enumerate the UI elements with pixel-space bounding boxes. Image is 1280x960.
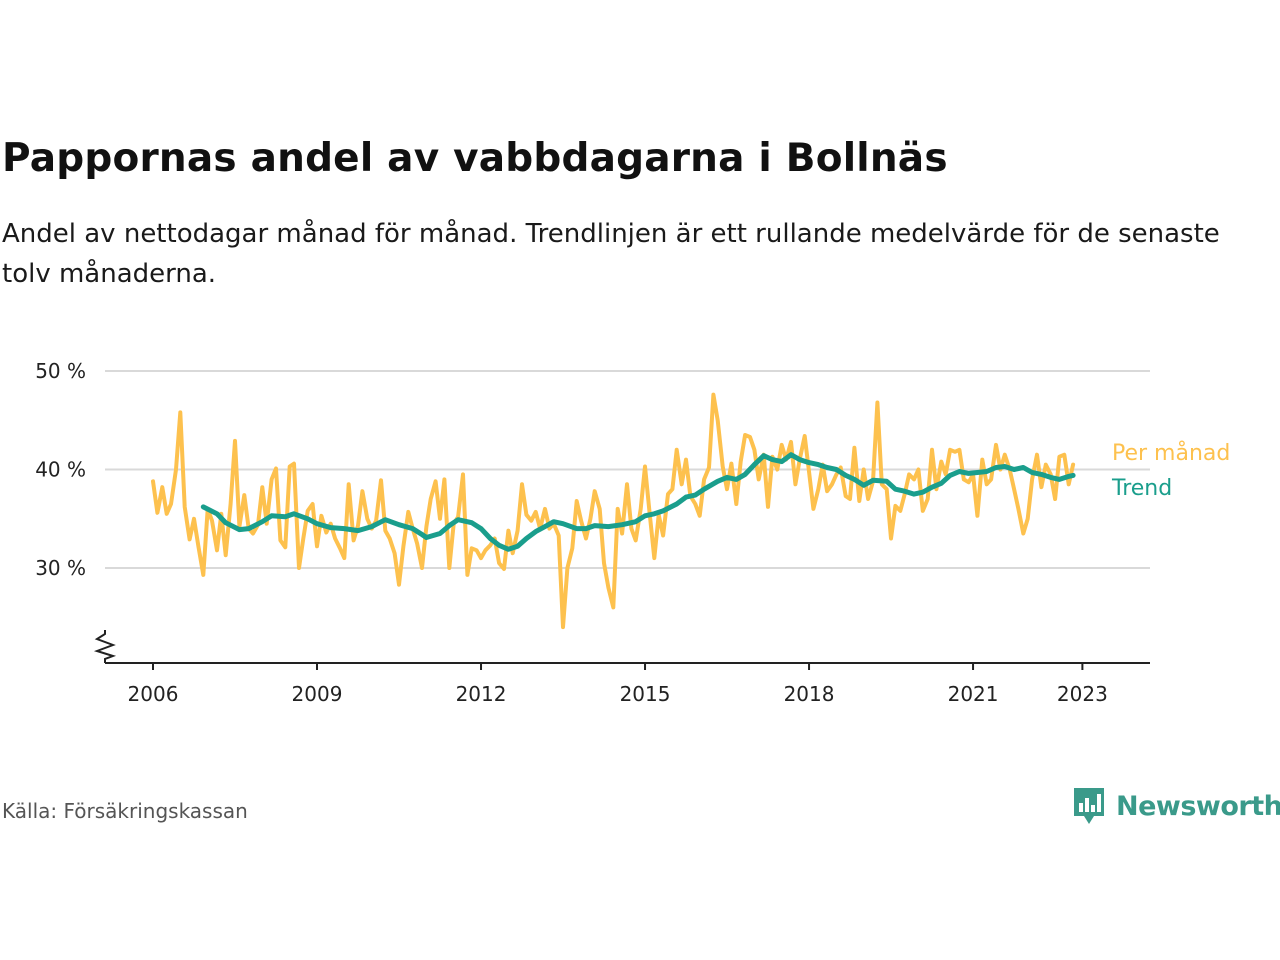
source-note: Källa: Försäkringskassan: [2, 799, 248, 823]
x-tick-label: 2012: [456, 682, 507, 706]
newsworthy-logo-icon: [1074, 788, 1104, 824]
y-axis-break: [93, 630, 117, 663]
brand-logo[interactable]: Newsworthy: [1072, 784, 1280, 828]
series-label-trend: Trend: [1111, 476, 1172, 501]
series-labels: Per månad Trend: [1111, 440, 1230, 501]
x-tick-label: 2009: [292, 682, 343, 706]
chart-subtitle: Andel av nettodagar månad för månad. Tre…: [2, 219, 1220, 289]
x-tick-label: 2021: [948, 682, 999, 706]
series-line-per-manad: [151, 392, 1076, 630]
x-tick-label: 2015: [620, 682, 671, 706]
y-tick-label: 30 %: [35, 556, 86, 580]
x-tick-label: 2023: [1057, 682, 1108, 706]
series-lines: [151, 392, 1076, 630]
brand-name: Newsworthy: [1116, 790, 1280, 822]
x-tick-label: 2018: [784, 682, 835, 706]
chart-title: Pappornas andel av vabbdagarna i Bollnäs: [2, 136, 948, 181]
series-line-trend: [200, 452, 1076, 552]
y-tick-label: 40 %: [35, 458, 86, 482]
y-tick-label: 50 %: [35, 359, 86, 383]
grid-lines: [105, 370, 1150, 569]
series-label-per-manad: Per månad: [1112, 440, 1230, 466]
axes: 30 % 40 % 50 % 2006 2009 2012 2015 2018 2021 2023: [35, 359, 1150, 706]
x-tick-label: 2006: [128, 682, 179, 706]
